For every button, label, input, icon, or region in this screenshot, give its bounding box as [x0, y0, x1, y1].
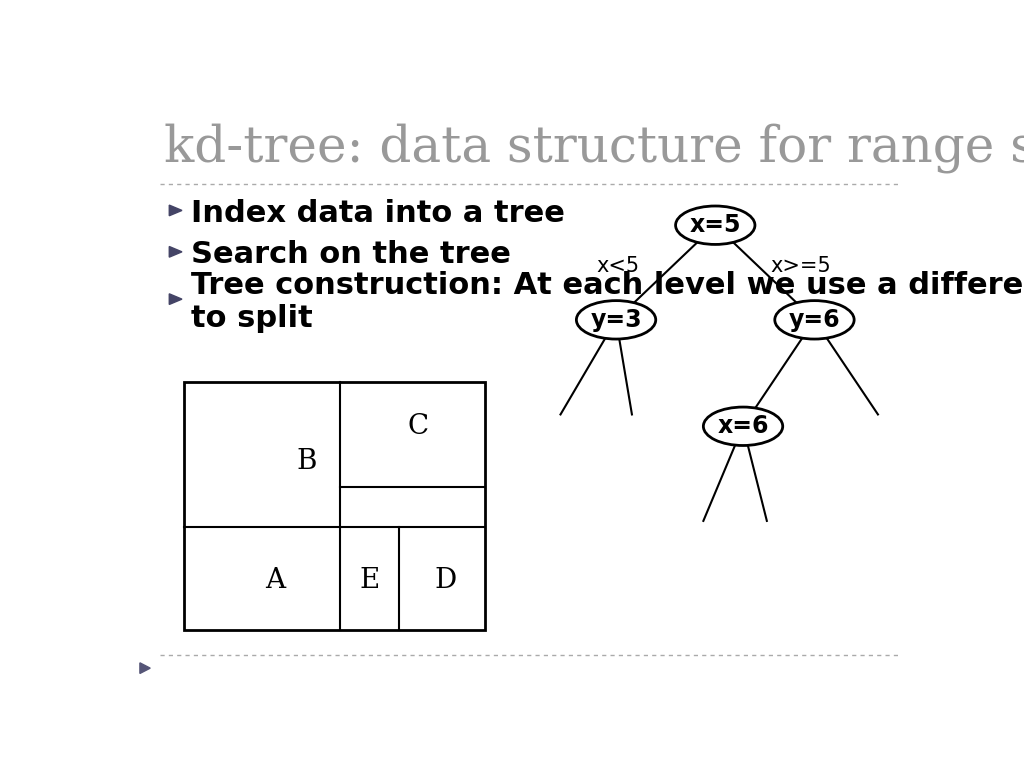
Text: D: D: [434, 567, 457, 594]
Text: x<5: x<5: [597, 256, 640, 276]
Bar: [183, 382, 485, 631]
Text: x=6: x=6: [717, 414, 769, 439]
Text: Search on the tree: Search on the tree: [191, 240, 511, 270]
Text: kd-tree: data structure for range search: kd-tree: data structure for range search: [164, 124, 1024, 174]
Ellipse shape: [676, 206, 755, 244]
Polygon shape: [169, 294, 182, 304]
Polygon shape: [169, 247, 182, 257]
Ellipse shape: [775, 300, 854, 339]
Polygon shape: [169, 205, 182, 216]
Text: x=5: x=5: [689, 214, 741, 237]
Text: x>=5: x>=5: [771, 256, 831, 276]
Text: A: A: [265, 567, 285, 594]
Text: Tree construction: At each level we use a different dimension
to split: Tree construction: At each level we use …: [191, 271, 1024, 333]
Polygon shape: [140, 663, 151, 674]
Ellipse shape: [703, 407, 782, 445]
Text: C: C: [408, 412, 428, 440]
Text: y=3: y=3: [590, 308, 642, 332]
Text: E: E: [359, 567, 380, 594]
Text: y=6: y=6: [788, 308, 841, 332]
Text: B: B: [296, 449, 316, 475]
Text: Index data into a tree: Index data into a tree: [191, 199, 565, 228]
Ellipse shape: [577, 300, 655, 339]
